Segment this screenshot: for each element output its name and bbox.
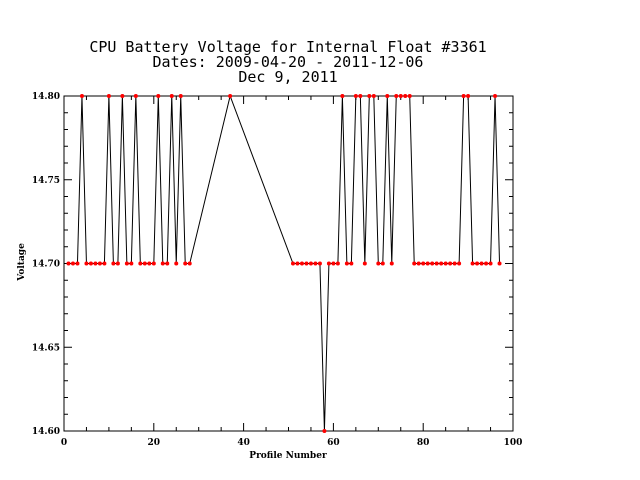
data-point xyxy=(326,261,331,266)
data-point xyxy=(439,261,444,266)
data-point xyxy=(111,261,116,266)
data-point xyxy=(66,261,71,266)
data-point xyxy=(115,261,120,266)
data-point xyxy=(470,261,475,266)
data-point xyxy=(308,261,313,266)
axis-ticks xyxy=(63,95,514,432)
data-point xyxy=(322,429,327,433)
data-point xyxy=(299,261,304,266)
data-point xyxy=(353,94,358,98)
data-point xyxy=(295,261,300,266)
y-tick-label: 14.60 xyxy=(32,427,60,437)
data-point xyxy=(165,261,170,266)
data-point xyxy=(376,261,381,266)
data-point xyxy=(358,94,363,98)
data-point xyxy=(335,261,340,266)
data-point xyxy=(367,94,372,98)
data-point xyxy=(434,261,439,266)
x-tick-label: 80 xyxy=(417,438,430,448)
data-point xyxy=(304,261,309,266)
x-tick-label: 100 xyxy=(504,438,523,448)
data-point xyxy=(331,261,336,266)
chart-title-line-1: CPU Battery Voltage for Internal Float #… xyxy=(89,38,486,56)
data-point xyxy=(398,94,403,98)
data-point xyxy=(228,94,233,98)
data-point xyxy=(479,261,484,266)
data-point xyxy=(484,261,489,266)
data-point xyxy=(183,261,188,266)
data-point xyxy=(156,94,161,98)
series-line xyxy=(68,94,501,432)
data-point xyxy=(138,261,143,266)
axis-tick-labels: 0 20 40 60 80 100 14.60 14.65 14.70 14.75 14.80 xyxy=(32,92,523,448)
x-axis-label: Profile Number xyxy=(249,451,327,461)
data-point xyxy=(412,261,417,266)
data-point xyxy=(430,261,435,266)
data-point xyxy=(133,94,138,98)
data-point xyxy=(88,261,93,266)
data-point xyxy=(497,261,502,266)
data-point xyxy=(461,94,466,98)
data-point xyxy=(394,94,399,98)
data-point xyxy=(102,261,107,266)
data-point xyxy=(466,94,471,98)
data-point xyxy=(142,261,147,266)
data-point xyxy=(416,261,421,266)
data-point xyxy=(452,261,457,266)
data-point xyxy=(317,261,322,266)
data-point xyxy=(385,94,390,98)
data-point xyxy=(75,261,80,266)
data-point xyxy=(70,261,75,266)
data-point xyxy=(475,261,480,266)
data-point xyxy=(187,261,192,266)
data-point xyxy=(129,261,134,266)
y-tick-label: 14.70 xyxy=(32,260,60,270)
data-point xyxy=(290,261,295,266)
chart-title-line-3: Dec 9, 2011 xyxy=(238,68,337,86)
data-point xyxy=(124,261,129,266)
series-points xyxy=(66,94,502,433)
y-tick-label: 14.80 xyxy=(32,92,60,102)
data-point xyxy=(371,94,376,98)
data-point xyxy=(174,261,179,266)
data-point xyxy=(151,261,156,266)
y-tick-label: 14.65 xyxy=(32,343,60,353)
chart-title-line-2: Dates: 2009-04-20 - 2011-12-06 xyxy=(153,53,424,71)
x-tick-label: 60 xyxy=(327,438,340,448)
data-point xyxy=(178,94,183,98)
data-point xyxy=(362,261,367,266)
data-point xyxy=(340,94,345,98)
data-point xyxy=(79,94,84,98)
data-point xyxy=(147,261,152,266)
data-point xyxy=(488,261,493,266)
data-point xyxy=(407,94,412,98)
y-tick-label: 14.75 xyxy=(32,176,60,186)
data-point xyxy=(97,261,102,266)
y-axis-label: Voltage xyxy=(17,243,27,282)
x-tick-label: 40 xyxy=(237,438,250,448)
data-point xyxy=(349,261,354,266)
data-point xyxy=(448,261,453,266)
x-tick-label: 0 xyxy=(61,438,67,448)
data-point xyxy=(380,261,385,266)
data-point xyxy=(84,261,89,266)
data-point xyxy=(403,94,408,98)
data-point xyxy=(93,261,98,266)
data-point xyxy=(120,94,125,98)
data-point xyxy=(421,261,426,266)
data-point xyxy=(389,261,394,266)
data-point xyxy=(106,94,111,98)
data-point xyxy=(425,261,430,266)
data-point xyxy=(457,261,462,266)
x-tick-label: 20 xyxy=(148,438,161,448)
data-point xyxy=(160,261,165,266)
data-point xyxy=(344,261,349,266)
data-point xyxy=(493,94,498,98)
data-point xyxy=(443,261,448,266)
data-point xyxy=(313,261,318,266)
data-point xyxy=(169,94,174,98)
